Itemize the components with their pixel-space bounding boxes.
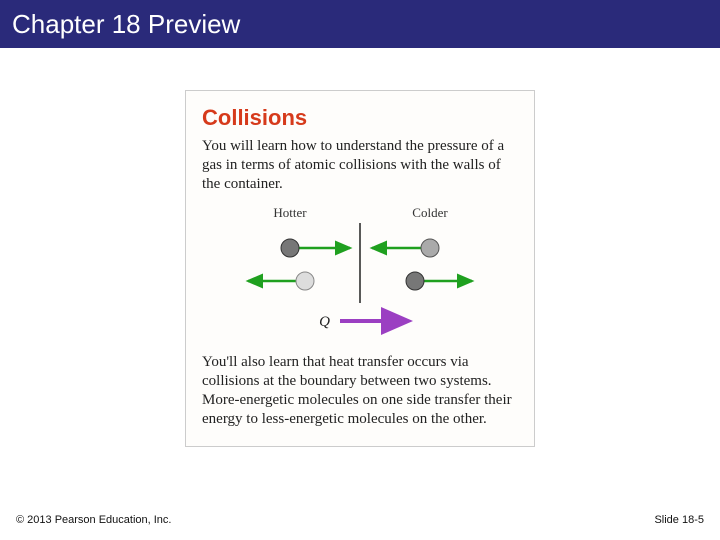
molecule-hot-1 bbox=[281, 239, 299, 257]
label-colder: Colder bbox=[412, 205, 448, 220]
slide-root: Chapter 18 Preview Collisions You will l… bbox=[0, 0, 720, 540]
figure-box: Collisions You will learn how to underst… bbox=[185, 90, 535, 447]
copyright-text: © 2013 Pearson Education, Inc. bbox=[16, 514, 171, 526]
figure-heading: Collisions bbox=[202, 105, 518, 131]
slide-footer: © 2013 Pearson Education, Inc. Slide 18-… bbox=[0, 514, 720, 526]
slide-number: Slide 18-5 bbox=[654, 514, 704, 526]
slide-title: Chapter 18 Preview bbox=[12, 9, 240, 40]
title-bar: Chapter 18 Preview bbox=[0, 0, 720, 48]
heat-symbol: Q bbox=[319, 314, 330, 330]
label-hotter: Hotter bbox=[273, 205, 307, 220]
diagram-svg: Hotter Colder bbox=[230, 203, 490, 343]
molecule-cold-1 bbox=[421, 239, 439, 257]
molecule-hot-2 bbox=[296, 272, 314, 290]
figure-paragraph-1: You will learn how to understand the pre… bbox=[202, 137, 518, 193]
collision-diagram: Hotter Colder bbox=[202, 203, 518, 343]
figure-paragraph-2: You'll also learn that heat transfer occ… bbox=[202, 353, 518, 428]
molecule-cold-2 bbox=[406, 272, 424, 290]
